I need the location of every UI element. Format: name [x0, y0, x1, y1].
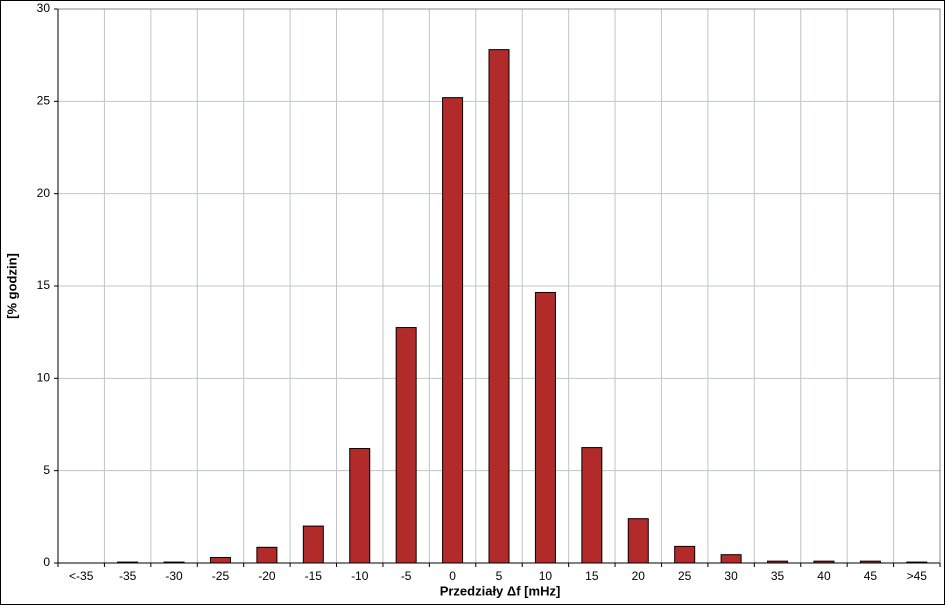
bar [442, 97, 464, 564]
x-tick-label: -15 [305, 569, 323, 583]
bar [488, 49, 510, 564]
bar [163, 561, 185, 564]
x-tick-label: 15 [585, 569, 599, 583]
bar [767, 560, 789, 564]
y-tick-label: 20 [37, 186, 51, 200]
x-tick-label: >45 [907, 569, 928, 583]
bar [581, 447, 603, 564]
x-tick-label: -10 [351, 569, 369, 583]
x-tick-label: <-35 [69, 569, 94, 583]
bar [395, 327, 417, 564]
y-axis-title: [% godzin] [4, 253, 19, 319]
x-tick-label: 45 [864, 569, 878, 583]
bar [256, 546, 278, 564]
x-tick-label: 20 [632, 569, 646, 583]
x-tick-label: 5 [496, 569, 503, 583]
y-tick-label: 15 [37, 278, 51, 292]
bar [349, 448, 371, 564]
bar [859, 560, 881, 564]
x-tick-label: -30 [165, 569, 183, 583]
y-tick-label: 30 [37, 1, 51, 15]
bar [813, 560, 835, 564]
x-tick-label: -25 [212, 569, 230, 583]
bar [674, 545, 696, 564]
bar [720, 554, 742, 564]
bar [117, 561, 139, 564]
bar [302, 525, 324, 564]
y-tick-label: 5 [43, 463, 50, 477]
x-tick-label: 10 [539, 569, 553, 583]
x-tick-label: 25 [678, 569, 692, 583]
x-tick-label: -5 [401, 569, 412, 583]
x-tick-label: -20 [258, 569, 276, 583]
bar [627, 518, 649, 564]
y-tick-label: 10 [37, 371, 51, 385]
x-axis-title: Przedziały Δf [mHz] [440, 583, 561, 598]
y-tick-label: 25 [37, 94, 51, 108]
x-tick-label: 40 [817, 569, 831, 583]
x-tick-label: 0 [449, 569, 456, 583]
bar [209, 556, 231, 564]
bar [906, 561, 928, 564]
y-tick-label: 0 [43, 555, 50, 569]
x-tick-label: 30 [724, 569, 738, 583]
bar [534, 291, 556, 564]
x-tick-label: -35 [119, 569, 137, 583]
x-tick-label: 35 [771, 569, 785, 583]
